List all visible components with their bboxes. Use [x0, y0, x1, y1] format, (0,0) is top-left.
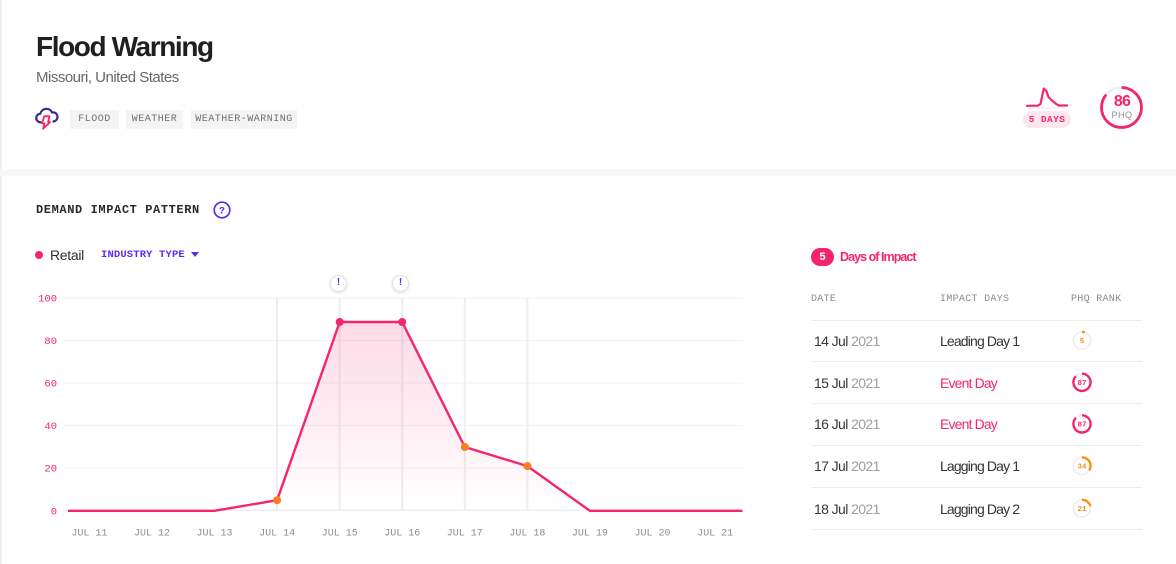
svg-text:JUL 18: JUL 18: [509, 529, 545, 540]
svg-text:JUL 13: JUL 13: [196, 529, 232, 540]
svg-text:JUL 16: JUL 16: [384, 529, 420, 540]
svg-text:JUL 21: JUL 21: [697, 529, 733, 540]
svg-text:JUL 14: JUL 14: [259, 529, 295, 540]
svg-text:JUL 20: JUL 20: [634, 529, 670, 540]
svg-text:5: 5: [1080, 338, 1085, 346]
svg-text:100: 100: [38, 294, 57, 306]
svg-text:?: ?: [219, 207, 225, 218]
svg-text:34: 34: [1077, 464, 1087, 472]
svg-text:60: 60: [44, 379, 57, 391]
svg-text:87: 87: [1077, 422, 1086, 430]
svg-text:40: 40: [44, 421, 57, 433]
svg-text:21: 21: [1077, 506, 1087, 514]
svg-text:JUL 17: JUL 17: [447, 529, 483, 540]
svg-text:JUL 15: JUL 15: [322, 529, 358, 540]
svg-text:20: 20: [44, 464, 57, 476]
svg-text:JUL 12: JUL 12: [134, 529, 170, 540]
svg-text:87: 87: [1077, 380, 1086, 388]
svg-text:80: 80: [44, 336, 57, 348]
svg-text:JUL 11: JUL 11: [71, 529, 107, 540]
svg-text:0: 0: [51, 506, 57, 518]
svg-text:JUL 19: JUL 19: [572, 529, 608, 540]
